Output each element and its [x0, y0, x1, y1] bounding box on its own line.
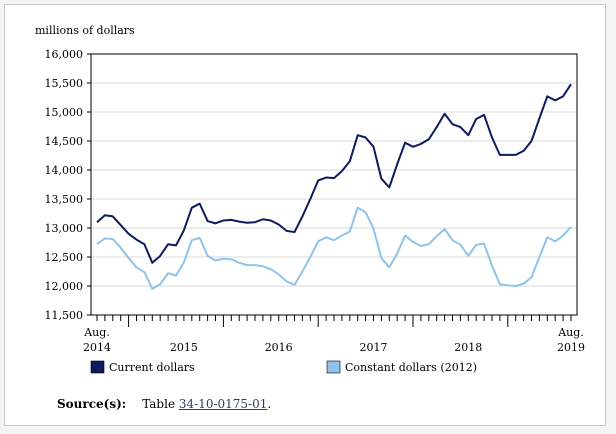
source-table-link[interactable]: 34-10-0175-01: [178, 397, 268, 411]
y-tick-label: 13,500: [45, 193, 84, 206]
x-tick-label-year: 2015: [170, 341, 198, 354]
x-tick-label-month: Aug.: [557, 326, 584, 339]
x-tick-label-year: 2016: [265, 341, 293, 354]
y-axis-label: millions of dollars: [35, 24, 135, 37]
y-tick-label: 15,500: [45, 77, 84, 90]
legend-label: Constant dollars (2012): [345, 361, 477, 374]
plot-border: [90, 53, 578, 316]
y-tick-label: 14,500: [45, 135, 84, 148]
y-axis-ticks: 11,500 12,000 12,500 13,000 13,500 14,000 14,5…: [45, 48, 91, 322]
y-tick-label: 12,000: [45, 280, 84, 293]
gridlines: [91, 82, 577, 287]
y-tick-label: 13,000: [45, 222, 84, 235]
series-line: [96, 206, 572, 290]
x-tick-label-year: 2014: [83, 341, 111, 354]
x-axis: Aug. 2014 2015 2016 2017 2018 Aug. 2019: [83, 315, 585, 354]
x-tick-label-year: 2019: [557, 341, 585, 354]
source-prefix: Table: [142, 397, 179, 411]
source-label: Source(s):: [57, 397, 127, 411]
y-tick-label: 15,000: [45, 106, 84, 119]
chart-frame: millions of dollars 11,500 12,000 12,500 13…: [4, 4, 606, 426]
series-lines: [96, 83, 572, 290]
line-chart: millions of dollars 11,500 12,000 12,500 13…: [35, 24, 585, 374]
y-tick-label: 14,000: [45, 164, 84, 177]
x-tick-label-year: 2018: [454, 341, 482, 354]
y-tick-label: 16,000: [45, 48, 84, 61]
legend-swatch: [90, 360, 105, 374]
legend-label: Current dollars: [109, 361, 195, 374]
y-tick-label: 11,500: [45, 309, 84, 322]
plot-area-border: [90, 53, 578, 316]
source-suffix: .: [267, 397, 272, 411]
legend: Current dollars Constant dollars (2012): [90, 360, 477, 374]
source-note: Source(s): Table 34-10-0175-01.: [57, 397, 271, 411]
y-tick-label: 12,500: [45, 251, 84, 264]
legend-swatch: [326, 360, 341, 374]
x-tick-label-month: Aug.: [83, 326, 110, 339]
series-line: [96, 83, 572, 264]
x-tick-label-year: 2017: [360, 341, 388, 354]
